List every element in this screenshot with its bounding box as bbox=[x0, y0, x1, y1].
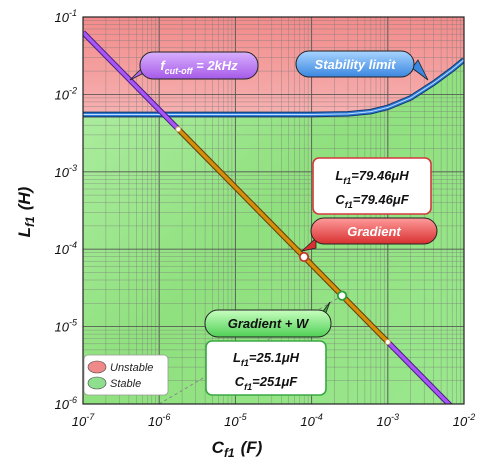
x-tick-labels: 10-7 10-6 10-5 10-4 10-3 10-2 bbox=[72, 412, 475, 429]
x-tick-label: 10-6 bbox=[148, 412, 170, 429]
svg-text:Stability limit: Stability limit bbox=[315, 57, 397, 72]
svg-text:Gradient + W: Gradient + W bbox=[228, 316, 310, 331]
y-tick-label: 10-6 bbox=[55, 395, 77, 412]
unstable-region bbox=[83, 17, 464, 115]
point-marker bbox=[336, 290, 348, 301]
svg-text:fcut-off = 2kHz: fcut-off = 2kHz bbox=[160, 58, 238, 76]
svg-text:Cf1=79.46μF: Cf1=79.46μF bbox=[335, 192, 409, 210]
x-tick-label: 10-2 bbox=[453, 412, 475, 429]
gradient-w-callout: Gradient + W bbox=[204, 301, 332, 338]
y-tick-label: 10-3 bbox=[55, 163, 77, 180]
y-tick-label: 10-1 bbox=[55, 8, 77, 25]
stability-limit-highlight bbox=[83, 59, 464, 115]
x-tick-label: 10-7 bbox=[72, 412, 95, 429]
y-axis-title: Lf1(H) bbox=[15, 186, 37, 237]
plot-frame bbox=[82, 16, 465, 405]
x-axis-title: Cf1 (F) bbox=[212, 438, 263, 460]
marker-points bbox=[298, 251, 348, 301]
stability-limit-callout: Stability limit bbox=[295, 50, 429, 81]
y-tick-labels: 10-6 10-5 10-4 10-3 10-2 10-1 bbox=[55, 8, 78, 412]
gradient-w-values-box: Lf1=25.1μH Cf1=251μF bbox=[205, 340, 327, 396]
segment-end-marker bbox=[384, 338, 391, 345]
legend-stable-label: Stable bbox=[110, 378, 141, 390]
series-lines bbox=[83, 30, 464, 404]
cutoff-callout: fcut-off = 2kHz bbox=[129, 51, 259, 81]
svg-text:Lf1=79.46μH: Lf1=79.46μH bbox=[335, 168, 409, 186]
y-tick-label: 10-5 bbox=[55, 318, 78, 335]
x-tick-label: 10-3 bbox=[377, 412, 399, 429]
svg-text:Cf1=251μF: Cf1=251μF bbox=[235, 374, 299, 392]
segment-end-marker bbox=[175, 126, 182, 133]
point-marker bbox=[298, 251, 310, 263]
x-tick-label: 10-4 bbox=[300, 412, 322, 429]
svg-text:Gradient: Gradient bbox=[347, 224, 401, 239]
legend-unstable-swatch bbox=[87, 360, 107, 374]
legend-unstable-label: Unstable bbox=[110, 362, 153, 374]
y-tick-label: 10-4 bbox=[55, 240, 77, 257]
legend-stable-swatch bbox=[87, 376, 107, 390]
y-tick-label: 10-2 bbox=[55, 85, 77, 102]
gradient-values-box: Lf1=79.46μH Cf1=79.46μF bbox=[312, 157, 432, 215]
svg-text:Lf1=25.1μH: Lf1=25.1μH bbox=[233, 350, 300, 368]
legend: Unstable Stable bbox=[83, 354, 169, 396]
feasible-segment bbox=[177, 127, 390, 344]
gradient-callout: Gradient bbox=[300, 217, 438, 252]
x-tick-label: 10-5 bbox=[224, 412, 247, 429]
